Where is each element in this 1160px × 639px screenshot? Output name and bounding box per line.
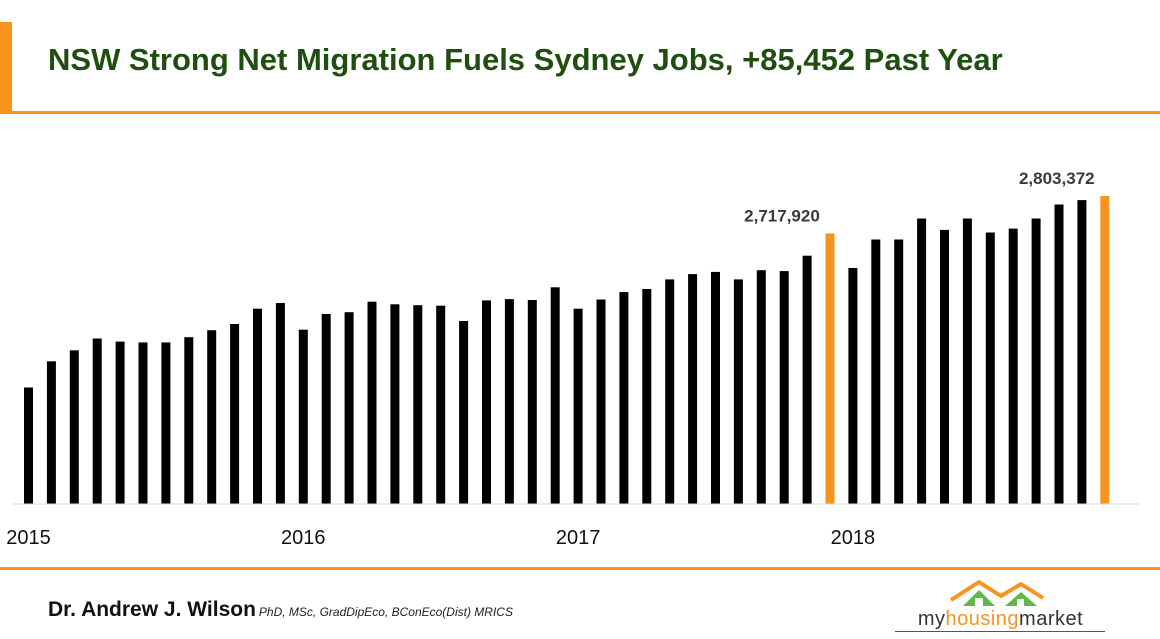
x-tick-2018: 2018 [831, 527, 876, 549]
footer-divider [0, 567, 1160, 570]
bar-36 [848, 268, 858, 504]
bar-9 [230, 324, 240, 504]
bar-2 [69, 350, 79, 504]
logo-wordmark: myhousingmarket [917, 608, 1084, 630]
bar-10 [253, 308, 262, 504]
x-tick-2015: 2015 [6, 527, 51, 549]
x-tick-2016: 2016 [281, 527, 326, 549]
bar-0 [24, 387, 33, 504]
bar-28 [665, 279, 675, 504]
title-accent-bar [0, 22, 12, 112]
bar-1 [46, 361, 56, 504]
bar-43 [1008, 228, 1018, 504]
bar-3 [92, 338, 102, 504]
author-name: Dr. Andrew J. Wilson [48, 598, 256, 621]
bar-6 [161, 342, 171, 504]
bar-32 [756, 270, 766, 504]
bar-34 [802, 255, 812, 504]
bar-7 [184, 337, 194, 504]
bar-8 [207, 330, 217, 504]
bar-35 [825, 233, 835, 504]
employment-bar-chart: 2,717,920 2,803,372 2015 2016 2017 2018 [6, 169, 1140, 549]
bar-42 [985, 232, 995, 504]
bar-19 [459, 321, 469, 504]
bar-21 [504, 299, 514, 504]
bar-41 [962, 218, 972, 504]
x-tick-2017: 2017 [556, 527, 601, 549]
house-roof-icon [949, 580, 1045, 606]
bar-18 [436, 305, 446, 504]
page-title: NSW Strong Net Migration Fuels Sydney Jo… [48, 42, 1003, 77]
data-label-47: 2,803,372 [1019, 169, 1095, 188]
bar-20 [482, 300, 491, 504]
bar-39 [917, 218, 927, 504]
bar-12 [298, 329, 308, 504]
bar-45 [1054, 204, 1064, 504]
chart-bars [24, 196, 1110, 504]
chart-data-labels: 2,717,920 2,803,372 [744, 169, 1094, 226]
bar-30 [711, 271, 720, 504]
bar-4 [115, 341, 125, 504]
title-divider [0, 111, 1160, 114]
bar-15 [367, 301, 377, 504]
bar-31 [733, 279, 743, 504]
logo-underline [895, 631, 1105, 632]
bar-40 [940, 229, 949, 504]
bar-26 [619, 292, 629, 504]
bar-5 [138, 342, 148, 504]
bar-11 [275, 303, 285, 504]
x-axis-tick-labels: 2015 2016 2017 2018 [6, 527, 875, 549]
bar-46 [1077, 200, 1087, 504]
bar-16 [390, 304, 400, 504]
bar-38 [894, 239, 904, 504]
bar-22 [527, 300, 537, 504]
bar-23 [550, 287, 560, 504]
data-label-35: 2,717,920 [744, 207, 820, 226]
bar-29 [688, 274, 698, 504]
author-credit: Dr. Andrew J. Wilson PhD, MSc, GradDipEco… [48, 598, 513, 622]
bar-25 [596, 299, 606, 504]
author-credentials: PhD, MSc, GradDipEco, BConEco(Dist) MRIC… [258, 605, 513, 619]
bar-37 [871, 239, 881, 504]
bar-27 [642, 289, 652, 504]
bar-47 [1100, 196, 1110, 504]
bar-17 [413, 305, 423, 504]
myhousingmarket-logo[interactable]: myhousingmarket [893, 576, 1108, 632]
bar-44 [1031, 218, 1041, 504]
bar-33 [779, 271, 789, 504]
bar-13 [321, 314, 331, 504]
bar-14 [344, 312, 354, 504]
bar-24 [573, 308, 583, 504]
